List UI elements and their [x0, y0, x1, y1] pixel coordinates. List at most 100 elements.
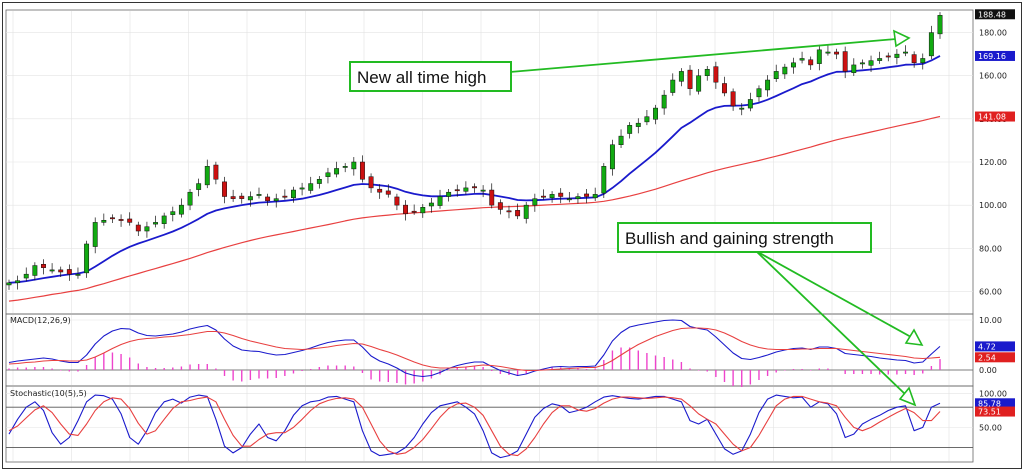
- candle-body: [23, 273, 29, 279]
- stochastic-value-tag: [975, 406, 1015, 417]
- candle-body: [127, 218, 133, 223]
- candle-body: [351, 161, 357, 170]
- candle-body: [532, 198, 538, 206]
- annotation-arrows: [509, 29, 924, 407]
- candle-body: [178, 204, 184, 215]
- price-value-tag-text: 169.16: [978, 52, 1006, 61]
- candle-body: [394, 196, 400, 206]
- candle-body: [687, 69, 693, 89]
- candle-body: [299, 187, 305, 190]
- candle-body: [230, 196, 236, 199]
- macd-tick-label: 0.00: [979, 366, 997, 375]
- stochastic-value-tag-text: 73.51: [978, 408, 1001, 417]
- candle-body: [859, 62, 865, 65]
- candle-body: [928, 32, 934, 57]
- macd-title: MACD(12,26,9): [10, 316, 71, 325]
- candle-body: [342, 166, 348, 168]
- candle-body: [308, 183, 314, 191]
- candle-body: [627, 125, 633, 134]
- macd-arrowhead-icon: [904, 328, 924, 346]
- candle-body: [782, 66, 788, 75]
- price-value-tag: [975, 50, 1015, 61]
- candle-body: [377, 188, 383, 193]
- candle-body: [791, 62, 796, 68]
- candle-body: [66, 269, 72, 275]
- stochastic-k-line: [8, 394, 941, 459]
- price-value-tag-text: 188.48: [978, 10, 1006, 19]
- price-value-tag: [975, 9, 1015, 20]
- price-value-tag: [975, 111, 1015, 122]
- candle-body: [678, 71, 684, 82]
- candle-body: [6, 282, 12, 286]
- bullish-callout-text: Bullish and gaining strength: [625, 229, 834, 248]
- candle-body: [506, 210, 512, 213]
- candle-body: [756, 88, 762, 98]
- candle-body: [359, 161, 365, 180]
- candle-body: [325, 172, 331, 177]
- candle-body: [480, 189, 486, 192]
- macd-value-tag-text: 2.54: [978, 353, 996, 362]
- candle-body: [118, 219, 124, 221]
- candle-body: [575, 196, 581, 199]
- bullish-callout-box: [617, 222, 872, 253]
- candle-body: [334, 168, 340, 175]
- candle-body: [411, 210, 417, 213]
- candle-body: [885, 55, 891, 58]
- candle-body: [704, 68, 710, 76]
- bullish-callout: Bullish and gaining strength: [617, 222, 872, 253]
- stochastic-d-line: [8, 395, 941, 457]
- candle-body: [670, 79, 676, 93]
- candle-body: [722, 83, 727, 94]
- macd-signal-line: [8, 327, 941, 372]
- candle-body: [49, 269, 55, 272]
- candle-body: [265, 196, 271, 202]
- candle-body: [644, 116, 650, 123]
- candle-body: [135, 224, 141, 232]
- candle-body: [437, 196, 443, 206]
- ath-callout: New all time high: [349, 61, 512, 92]
- candle-body: [463, 187, 469, 192]
- candle-body: [635, 122, 641, 127]
- candle-body: [816, 49, 822, 64]
- candle-body: [584, 193, 590, 197]
- stoch-arrowhead-icon: [898, 386, 917, 407]
- candle-body: [834, 51, 840, 55]
- candle-body: [523, 204, 529, 219]
- macd-value-tag-text: 4.72: [978, 342, 996, 351]
- candle-body: [730, 91, 736, 107]
- candle-body: [32, 265, 38, 276]
- candle-body: [515, 210, 521, 217]
- macd-arrow-line: [755, 250, 912, 338]
- candle-body: [75, 273, 81, 276]
- candle-body: [161, 215, 167, 224]
- candle-body: [239, 195, 245, 199]
- ath-callout-box: [349, 61, 512, 92]
- candle-body: [851, 64, 857, 73]
- candle-body: [316, 179, 322, 184]
- stoch-arrow-line: [755, 250, 907, 396]
- candle-body: [903, 51, 908, 54]
- candle-body: [420, 207, 426, 214]
- candle-body: [153, 222, 158, 225]
- stock-chart: 180.00160.00140.00120.00100.0080.0060.00…: [5, 9, 1015, 463]
- price-value-tag-text: 141.08: [978, 113, 1006, 122]
- candle-body: [609, 144, 615, 170]
- candle-body: [696, 75, 702, 92]
- candle-body: [765, 79, 771, 91]
- price-tick-label: 120.00: [979, 158, 1007, 167]
- moving-average-fast-line: [8, 55, 941, 284]
- candle-body: [41, 263, 46, 268]
- macd-panel: [5, 313, 974, 387]
- candle-body: [713, 66, 719, 83]
- stochastic-title: Stochastic(10(5),5): [10, 389, 87, 398]
- candle-body: [222, 181, 227, 197]
- candle-body: [385, 190, 391, 195]
- candle-body: [937, 15, 943, 35]
- price-tick-label: 160.00: [979, 72, 1007, 81]
- candle-body: [497, 202, 503, 210]
- candle-body: [808, 59, 814, 66]
- candle-body: [454, 189, 460, 192]
- candle-body: [196, 183, 202, 190]
- candle-body: [273, 198, 279, 202]
